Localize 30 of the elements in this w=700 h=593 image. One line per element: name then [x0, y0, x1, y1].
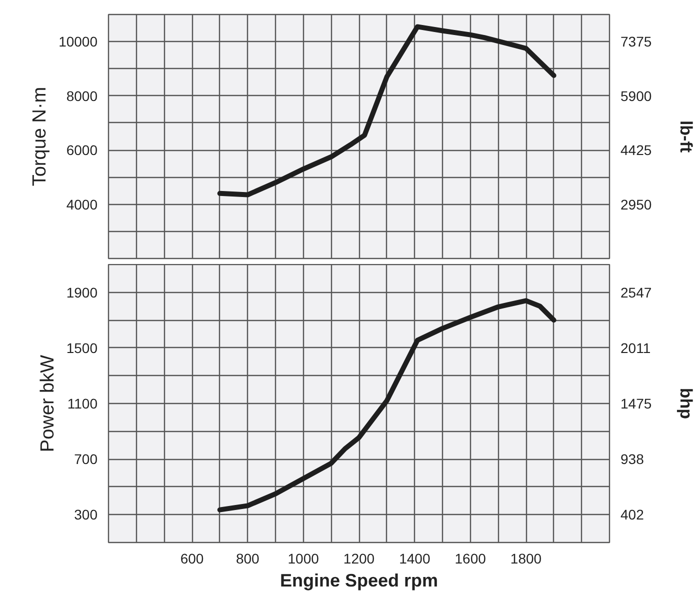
y-tick-label: 700: [74, 451, 98, 468]
y2-tick-label: 5900: [620, 88, 652, 104]
y-tick-label: 8000: [66, 88, 98, 104]
y-tick-label: 1500: [66, 340, 98, 356]
y2-tick-label: 2011: [620, 340, 651, 356]
y-tick-label: 1100: [67, 396, 98, 412]
x-tick-label: 800: [236, 550, 260, 566]
y-tick-label: 300: [74, 506, 98, 523]
y2-tick-label: 7375: [620, 34, 652, 50]
x-tick-label: 1000: [288, 550, 320, 566]
y2-tick-label: 2547: [620, 284, 652, 300]
x-tick-label: 1200: [343, 550, 375, 566]
x-axis-title: Engine Speed rpm: [280, 570, 438, 590]
y-tick-label: 4000: [66, 196, 98, 212]
y2-tick-label: 1475: [620, 395, 652, 412]
y-tick-label: 10000: [58, 34, 98, 50]
y2-axis-title: lb-ft: [676, 120, 696, 153]
x-tick-label: 1800: [510, 550, 542, 566]
x-tick-label: 1600: [454, 550, 486, 566]
y2-tick-label: 4425: [620, 142, 652, 158]
y2-tick-label: 938: [620, 451, 644, 468]
y-tick-label: 1900: [66, 284, 98, 300]
y2-tick-label: 402: [620, 506, 644, 523]
y-tick-label: 6000: [66, 142, 98, 158]
y2-tick-label: 2950: [620, 196, 652, 212]
y2-axis-title: bhp: [676, 388, 696, 420]
x-tick-label: 600: [180, 550, 204, 566]
y-axis-title: Power bkW: [37, 354, 58, 452]
x-tick-label: 1400: [399, 550, 430, 566]
y-axis-title: Torque N·m: [30, 86, 51, 186]
